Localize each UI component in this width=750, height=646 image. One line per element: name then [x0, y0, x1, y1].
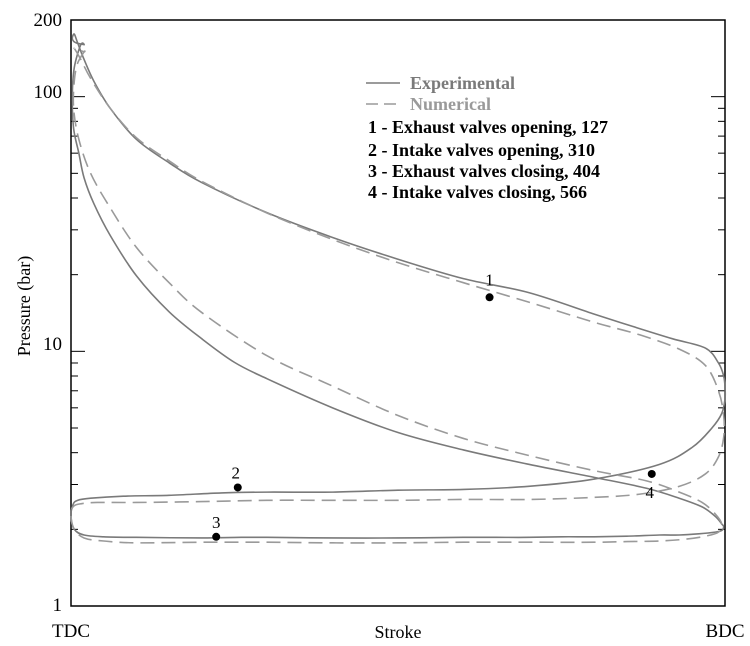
legend-note-4: 4 - Intake valves closing, 566: [368, 182, 587, 202]
event-marker-1: [485, 293, 494, 302]
y-tick-label-200: 200: [34, 10, 63, 31]
x-axis-title: Stroke: [375, 622, 422, 642]
y-tick-label-100: 100: [34, 82, 63, 103]
legend-note-2: 2 - Intake valves opening, 310: [368, 140, 595, 160]
event-label-4: 4: [646, 483, 655, 502]
y-tick-label-10: 10: [43, 334, 62, 355]
event-marker-2: [233, 483, 242, 492]
y-axis-title: Pressure (bar): [14, 256, 35, 356]
event-points: 1 2 3 4: [212, 270, 656, 541]
event-label-3: 3: [212, 513, 221, 532]
legend: Experimental Numerical 1 - Exhaust valve…: [366, 73, 608, 202]
event-label-1: 1: [485, 270, 494, 289]
series-line-experimental: [70, 33, 727, 539]
event-label-2: 2: [232, 463, 241, 482]
legend-note-1: 1 - Exhaust valves opening, 127: [368, 117, 608, 137]
x-tick-label-bdc: BDC: [705, 621, 744, 642]
legend-label-experimental: Experimental: [410, 73, 515, 93]
y-major-ticks-right: [711, 96, 725, 607]
legend-note-3: 3 - Exhaust valves closing, 404: [368, 161, 600, 181]
legend-label-numerical: Numerical: [410, 94, 491, 114]
x-tick-label-tdc: TDC: [52, 621, 90, 642]
event-marker-3: [212, 532, 221, 541]
plot-frame: [70, 19, 726, 607]
y-tick-label-1: 1: [53, 595, 63, 616]
series-line-numerical: [70, 47, 726, 544]
event-marker-4: [647, 469, 656, 478]
